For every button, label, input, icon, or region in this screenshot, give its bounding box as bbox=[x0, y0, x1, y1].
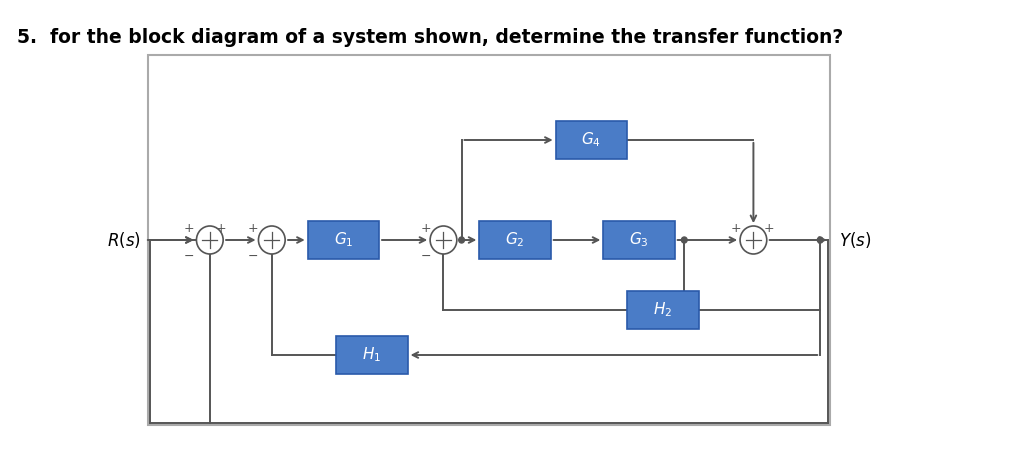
Circle shape bbox=[458, 237, 464, 243]
Text: $H_2$: $H_2$ bbox=[654, 301, 672, 319]
Circle shape bbox=[681, 237, 687, 243]
Text: $G_2$: $G_2$ bbox=[505, 231, 525, 249]
Text: −: − bbox=[183, 250, 194, 263]
Text: +: + bbox=[421, 221, 432, 234]
Text: 5.  for the block diagram of a system shown, determine the transfer function?: 5. for the block diagram of a system sho… bbox=[17, 28, 843, 47]
Circle shape bbox=[430, 226, 457, 254]
Text: +: + bbox=[763, 221, 774, 234]
Bar bbox=[337, 336, 408, 374]
Text: +: + bbox=[731, 221, 742, 234]
Text: $Y(s)$: $Y(s)$ bbox=[839, 230, 872, 250]
Text: $R(s)$: $R(s)$ bbox=[107, 230, 141, 250]
Circle shape bbox=[259, 226, 285, 254]
Bar bbox=[308, 221, 380, 259]
Bar bbox=[479, 221, 550, 259]
Text: $H_1$: $H_1$ bbox=[362, 346, 382, 364]
Text: $G_3$: $G_3$ bbox=[629, 231, 649, 249]
Text: −: − bbox=[421, 250, 432, 263]
Bar bbox=[555, 121, 627, 159]
Text: +: + bbox=[248, 221, 258, 234]
Circle shape bbox=[817, 237, 824, 243]
Text: +: + bbox=[183, 221, 194, 234]
Bar bbox=[627, 291, 699, 329]
Bar bbox=[147, 55, 830, 425]
Text: −: − bbox=[248, 250, 258, 263]
Text: $G_1$: $G_1$ bbox=[333, 231, 353, 249]
Text: $G_4$: $G_4$ bbox=[581, 131, 602, 150]
Circle shape bbox=[196, 226, 223, 254]
Text: +: + bbox=[216, 221, 226, 234]
Bar bbox=[604, 221, 675, 259]
Circle shape bbox=[740, 226, 767, 254]
